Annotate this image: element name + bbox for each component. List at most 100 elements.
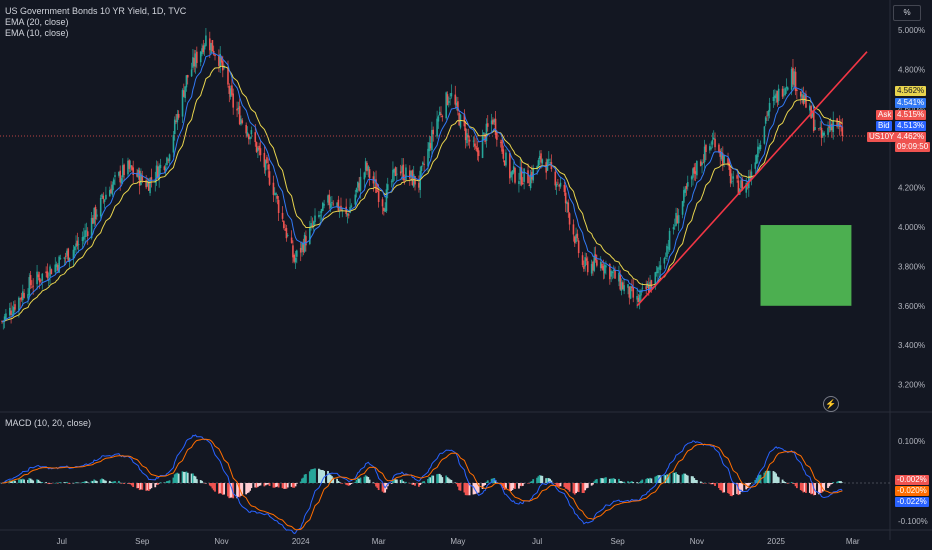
trendline [636,51,868,307]
macd-hist-bar [711,483,714,485]
candle-body [323,204,325,206]
macd-hist-bar [272,483,275,488]
candle-body [432,129,435,135]
macd-line-tag: -0.022% [895,497,929,507]
ema10-legend[interactable]: EMA (10, close) [5,28,69,38]
candle-body [327,195,329,203]
macd-hist-bar [586,483,589,488]
lightning-icon[interactable]: ⚡ [823,396,839,412]
macd-hist-bar [355,480,358,483]
candle-body [364,161,367,171]
macd-hist-bar [164,482,167,483]
candle-body [783,94,785,96]
candle-body [686,182,689,187]
candle-body [172,135,175,153]
candle-body [728,162,731,170]
candle-body [690,176,693,180]
macd-legend[interactable]: MACD (10, 20, close) [5,418,92,428]
macd-hist-bar [514,483,516,489]
candle-body [537,160,540,167]
candle-body [314,215,316,222]
macd-hist-bar [347,483,350,486]
macd-hist-bar [58,482,61,483]
macd-hist-bar [685,474,688,483]
candle-body [322,202,324,211]
candle-body [629,286,632,299]
candle-body [220,56,223,63]
macd-hist-bar [458,483,461,491]
macd-hist-bar [47,483,50,485]
y-tick-label: 3.200% [898,381,925,390]
percent-scale-button[interactable]: % [893,5,921,21]
macd-hist-bar [445,475,448,483]
countdown-tag: 09:09:50 [895,142,931,152]
macd-hist-bar [566,483,568,489]
macd-hist-bar [694,479,697,483]
macd-hist-bar [45,482,48,483]
candle-body [614,269,616,279]
macd-hist-bar [714,483,716,486]
macd-hist-bar [763,472,766,483]
candle-body [386,184,389,191]
candle-body [622,282,624,290]
candle-body [410,170,412,177]
macd-hist-bar [173,474,176,483]
macd-hist-bar [529,481,532,483]
macd-hist-bar [359,477,362,483]
y-tick-label: 4.800% [898,65,925,74]
candle-body [659,265,662,271]
macd-hist-bar [519,483,522,486]
candle-body [422,162,424,165]
macd-hist-bar [831,483,833,484]
macd-hist-bar [536,477,539,483]
macd-hist-bar [332,477,335,483]
macd-hist-bar [627,481,629,483]
candle-body [657,267,659,274]
macd-signal-tag: -0.020% [895,486,929,496]
macd-hist-bar [485,481,488,483]
candle-body [403,179,406,181]
candle-body [257,148,259,151]
candle-body [655,271,658,274]
macd-hist-bar [555,483,558,486]
candle-body [54,264,57,273]
candle-body [175,121,177,122]
macd-hist-bar [68,483,71,484]
candle-body [203,45,206,50]
macd-hist-bar [185,471,188,483]
candle-body [90,217,93,239]
candle-body [827,127,829,135]
macd-hist-bar [75,482,77,483]
candle-body [77,243,80,245]
macd-hist-bar [745,483,748,490]
macd-hist-bar [182,471,185,483]
candle-body [709,146,711,151]
candle-body [737,180,740,195]
macd-hist-bar [46,483,49,484]
macd-hist-bar [668,473,671,483]
macd-hist-bar [81,482,84,483]
macd-hist-bar [419,483,422,485]
candle-body [423,163,425,165]
candle-body [320,209,323,213]
macd-hist-bar [247,483,250,493]
candle-body [192,57,194,68]
candle-body [3,316,6,322]
candle-body [593,255,596,271]
candle-body [76,240,79,246]
ema20-legend[interactable]: EMA (20, close) [5,17,69,27]
y-tick-label: 4.600% [898,105,925,114]
macd-hist-bar [531,481,533,483]
macd-line [1,434,843,535]
candle-body [331,202,333,204]
macd-hist-bar [563,483,566,487]
candle-body [759,144,762,150]
macd-hist-bar [140,483,142,490]
candle-body [75,243,77,247]
candle-body [476,147,479,153]
candle-body [210,43,212,54]
candle-body [555,183,558,187]
x-tick-label: Sep [135,537,150,546]
candle-body [92,217,94,224]
